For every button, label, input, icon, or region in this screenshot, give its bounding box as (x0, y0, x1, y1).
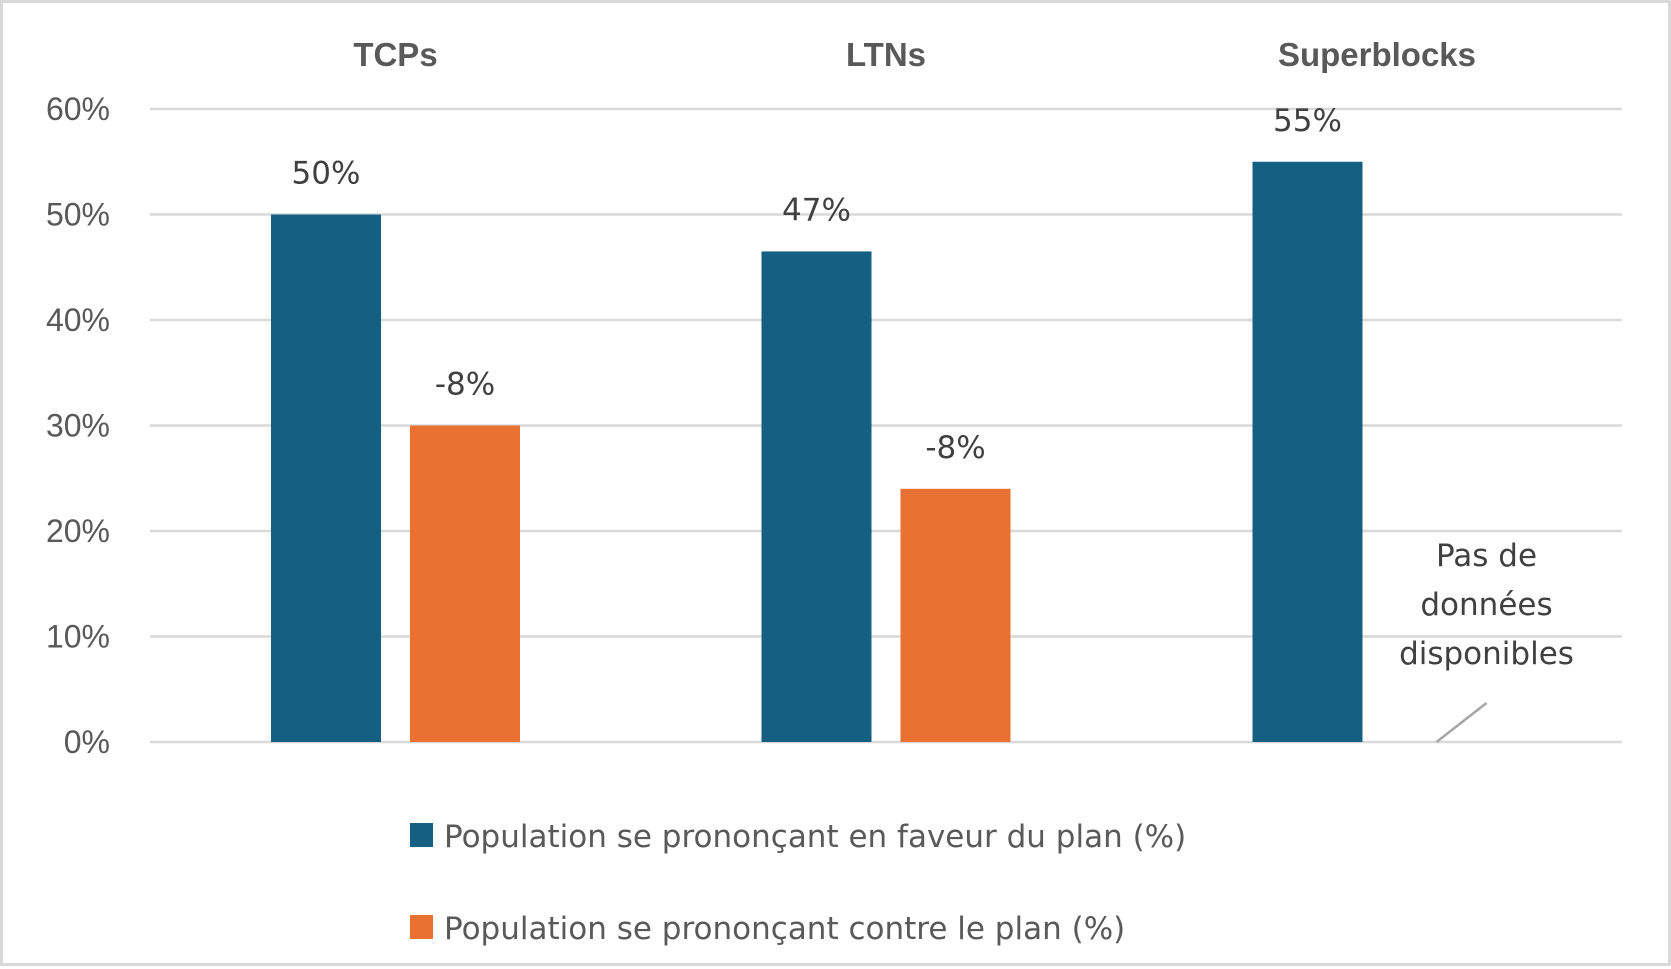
y-tick-label: 10% (46, 619, 110, 655)
bar-favour-ltns (761, 251, 872, 743)
legend-entry: Population se prononçant contre le plan … (410, 911, 1125, 947)
annotation-leader-line (1435, 702, 1488, 743)
bar-against-ltns (900, 488, 1011, 742)
data-label: 47% (782, 192, 851, 228)
bar-against-tcps (410, 425, 520, 742)
data-label: 55% (1273, 103, 1342, 139)
data-label: 50% (292, 156, 361, 192)
bar-favour-superblocks (1252, 161, 1363, 742)
legend-swatch (410, 823, 433, 847)
annotation-text-line: Pas de (1436, 538, 1537, 574)
data-labels: 50% 47% 55% -8% -8% (292, 103, 1342, 466)
y-tick-label: 50% (46, 197, 110, 233)
no-data-annotation: Pas de données disponibles (1399, 538, 1574, 743)
bar-favour-tcps (271, 214, 381, 742)
y-tick-label: 20% (46, 513, 110, 549)
legend-swatch (410, 915, 433, 939)
data-label: -8% (435, 367, 495, 403)
y-axis-tick-labels: 0% 10% 20% 30% 40% 50% 60% (46, 91, 110, 760)
gridlines (150, 107, 1622, 744)
annotation-text-line: données (1420, 587, 1552, 623)
legend-label: Population se prononçant contre le plan … (444, 911, 1125, 947)
category-label: Superblocks (1278, 36, 1476, 73)
bars (271, 161, 1363, 743)
category-label: LTNs (846, 36, 926, 73)
y-tick-label: 0% (64, 724, 110, 760)
data-label: -8% (925, 430, 985, 466)
y-tick-label: 40% (46, 302, 110, 338)
legend-label: Population se prononçant en faveur du pl… (444, 819, 1186, 855)
bar-chart: 0% 10% 20% 30% 40% 50% 60% TCPs LTNs Superblocks… (46, 36, 1622, 947)
legend-entry: Population se prononçant en faveur du pl… (410, 819, 1186, 855)
annotation-text-line: disponibles (1399, 636, 1574, 672)
category-label: TCPs (353, 36, 437, 73)
annotations: Pas de données disponibles (1399, 538, 1574, 743)
y-tick-label: 30% (46, 408, 110, 444)
legend: Population se prononçant en faveur du pl… (410, 819, 1186, 947)
y-tick-label: 60% (46, 91, 110, 127)
category-labels: TCPs LTNs Superblocks (353, 36, 1476, 73)
